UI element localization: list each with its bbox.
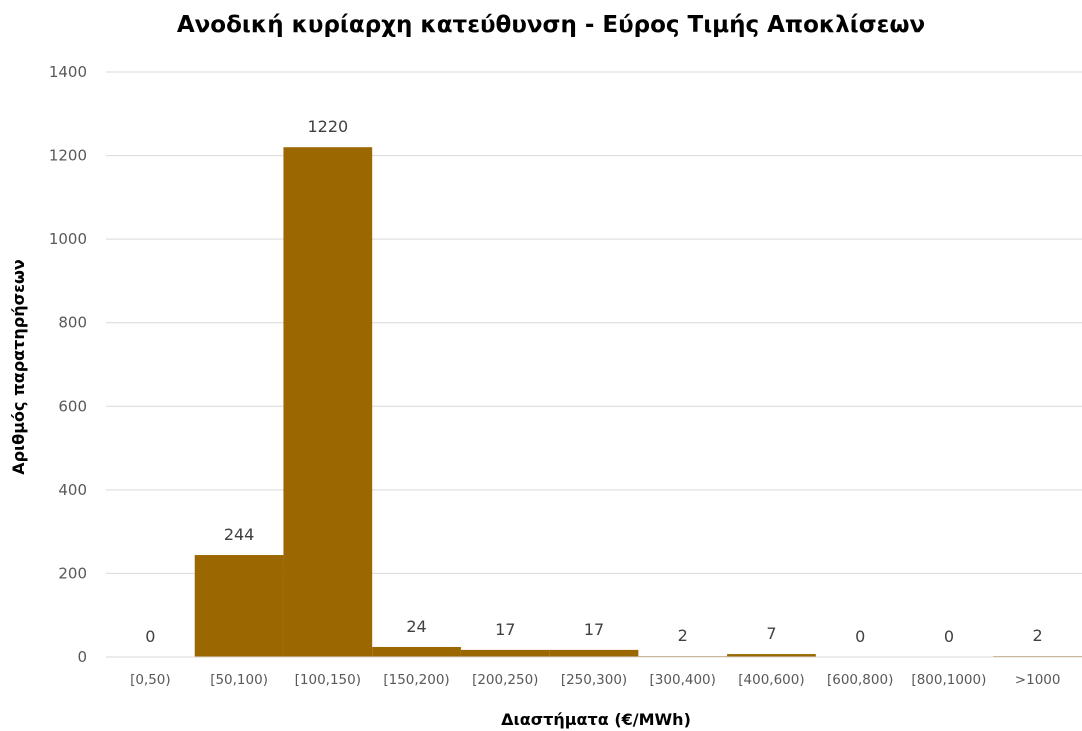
y-axis-ticks: 0 200 400 600 800 1000 1200 1400 <box>49 63 87 666</box>
gridlines <box>106 71 1082 574</box>
bar <box>194 555 284 657</box>
data-label: 0 <box>944 627 954 646</box>
x-category-label: [400,600) <box>738 672 804 688</box>
bar <box>283 147 373 657</box>
x-category-label: [250,300) <box>561 672 627 688</box>
data-label: 17 <box>584 620 604 639</box>
bar <box>372 646 461 657</box>
bars <box>194 147 1082 657</box>
bar <box>727 654 816 657</box>
bar <box>460 649 550 657</box>
y-tick-label: 600 <box>58 397 87 415</box>
data-label: 24 <box>406 617 426 636</box>
data-label: 0 <box>145 627 155 646</box>
x-category-label: [600,800) <box>827 672 893 688</box>
x-category-label: [200,250) <box>472 672 538 688</box>
x-axis-title: Διαστήματα (€/MWh) <box>501 710 691 729</box>
data-labels: 0 244 1220 24 17 17 2 7 0 0 2 <box>145 117 1042 646</box>
data-label: 17 <box>495 620 515 639</box>
y-tick-label: 1000 <box>49 230 87 248</box>
x-category-label: [50,100) <box>210 672 268 688</box>
data-label: 0 <box>855 627 865 646</box>
y-axis-title: Αριθμός παρατηρήσεων <box>9 259 28 475</box>
data-label: 1220 <box>307 117 348 136</box>
y-tick-label: 800 <box>58 314 87 332</box>
data-label: 2 <box>678 626 688 645</box>
x-category-label: [0,50) <box>130 672 171 688</box>
x-category-label: [100,150) <box>295 672 361 688</box>
x-category-label: [800,1000) <box>911 672 986 688</box>
x-category-label: [150,200) <box>383 672 449 688</box>
y-tick-label: 1400 <box>49 63 87 81</box>
y-tick-label: 200 <box>58 564 87 582</box>
data-label: 2 <box>1033 626 1043 645</box>
y-tick-label: 0 <box>77 648 87 666</box>
data-label: 7 <box>766 624 776 643</box>
x-axis-categories: [0,50) [50,100) [100,150) [150,200) [200,250… <box>130 672 1060 688</box>
x-category-label: [300,400) <box>650 672 716 688</box>
data-label: 244 <box>224 525 255 544</box>
bar <box>549 649 639 657</box>
chart-title: Ανοδική κυρίαρχη κατεύθυνση - Εύρος Τιμή… <box>177 12 925 38</box>
x-category-label: >1000 <box>1015 672 1061 688</box>
y-tick-label: 1200 <box>49 147 87 165</box>
y-tick-label: 400 <box>58 481 87 499</box>
